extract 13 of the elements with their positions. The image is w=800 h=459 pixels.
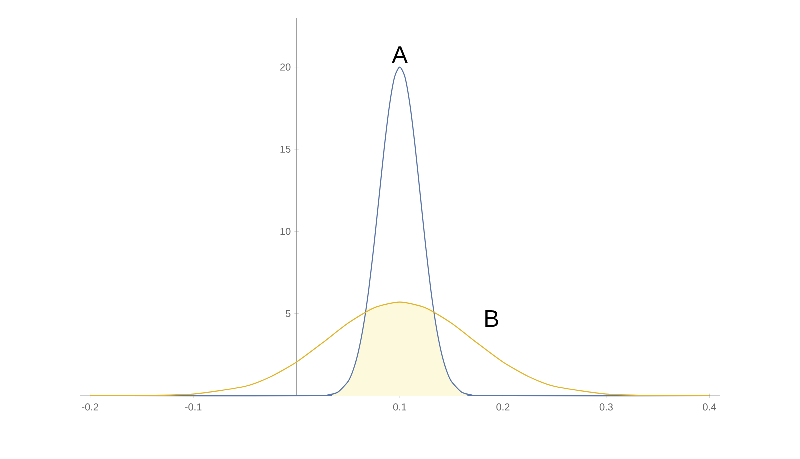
line-series (90, 302, 710, 397)
y-tick-label: 20 (280, 64, 291, 71)
x-tick-label: 0.4 (703, 404, 716, 411)
x-tick-label: 0.3 (600, 404, 613, 411)
x-tick-label: -0.1 (185, 404, 202, 411)
y-tick-label: 5 (286, 310, 291, 318)
y-tick-label: 10 (280, 228, 291, 236)
x-tick-label: -0.2 (82, 404, 98, 411)
series-label: A (392, 46, 408, 64)
x-tick-label: 0.1 (393, 404, 406, 411)
series-label: B (486, 310, 498, 328)
y-tick-label: 15 (280, 146, 291, 153)
x-tick-label: 0.2 (496, 404, 510, 411)
